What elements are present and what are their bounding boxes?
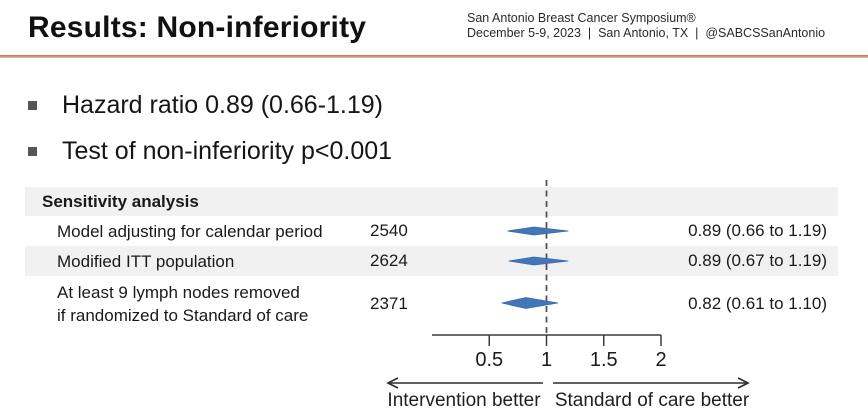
bullet-list: Hazard ratio 0.89 (0.66-1.19) Test of no… [28,90,392,182]
left-arrow-label: Intervention better [387,390,541,411]
row-plot-area [430,276,670,332]
table-row: Model adjusting for calendar period 2540… [25,216,838,246]
hazard-ratio-text: Hazard ratio 0.89 (0.66-1.19) [62,91,384,119]
row-effect-estimate: 0.89 (0.67 to 1.19) [688,251,827,270]
table-header-row: Sensitivity analysis [25,187,838,216]
row-n-value: 2540 [370,221,408,240]
row-label: At least 9 lymph nodes removed if random… [57,283,309,325]
sensitivity-table: Sensitivity analysis Model adjusting for… [25,187,838,332]
right-arrowhead-icon [737,377,750,389]
x-axis-tick-label: 1 [540,349,553,371]
table-header-label: Sensitivity analysis [42,192,199,211]
table-row: At least 9 lymph nodes removed if random… [25,276,838,332]
symposium-header: San Antonio Breast Cancer Symposium® Dec… [467,11,825,40]
x-axis-tick-label: 2 [655,349,667,371]
symposium-name: San Antonio Breast Cancer Symposium® [467,11,696,25]
x-axis-tick-label: 1.5 [589,349,618,371]
row-n-value: 2624 [370,251,408,270]
row-effect-estimate: 0.82 (0.61 to 1.10) [688,294,827,313]
row-plot-area [430,246,670,276]
row-effect-estimate: 0.89 (0.66 to 1.19) [688,221,827,240]
symposium-details: December 5-9, 2023 | San Antonio, TX | @… [467,25,826,40]
accent-rule [0,55,868,58]
x-axis-tick-label: 0.5 [475,349,504,371]
table-row: Modified ITT population 2624 0.89 (0.67 … [25,246,838,276]
row-plot-area [430,216,670,246]
right-arrow-label: Standard of care better [554,390,750,411]
page-title: Results: Non-inferiority [28,11,367,44]
bullet-square-icon [28,101,37,110]
row-n-value: 2371 [370,294,408,313]
bullet-square-icon [28,147,37,156]
bullet-item: Hazard ratio 0.89 (0.66-1.19) [28,90,392,120]
row-label: Model adjusting for calendar period [57,221,323,241]
row-label: Modified ITT population [57,251,235,271]
bullet-item: Test of non-inferiority p<0.001 [28,136,392,166]
noninferiority-test-text: Test of non-inferiority p<0.001 [62,137,393,165]
left-arrowhead-icon [386,377,399,389]
